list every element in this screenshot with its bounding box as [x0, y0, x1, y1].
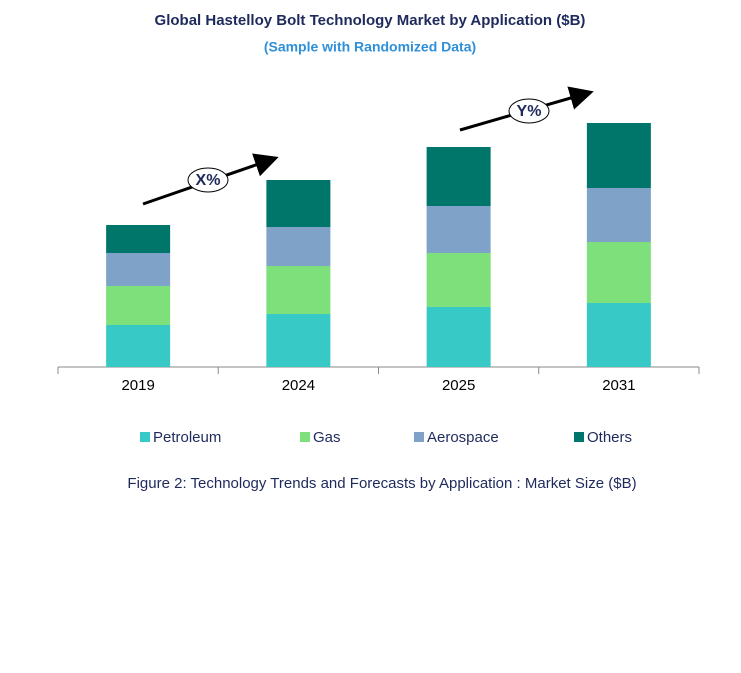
- bar-segment: [426, 206, 491, 253]
- legend-swatch: [140, 432, 150, 442]
- bar-segment: [106, 286, 171, 325]
- bar-segment: [266, 314, 331, 367]
- legend-label: Gas: [313, 429, 341, 446]
- chart-subtitle: (Sample with Randomized Data): [264, 39, 476, 55]
- caption: Figure 2: Technology Trends and Forecast…: [127, 475, 636, 492]
- x-tick-label: 2019: [121, 377, 154, 394]
- legend-label: Others: [587, 429, 632, 446]
- legend-swatch: [300, 432, 310, 442]
- x-tick-label: 2025: [442, 377, 475, 394]
- bar-segment: [426, 147, 491, 206]
- legend-label: Petroleum: [153, 429, 221, 446]
- bar-segment: [266, 266, 331, 314]
- bar-segment: [586, 188, 651, 242]
- annotation-bubble: [508, 98, 550, 124]
- bar-segment: [106, 225, 171, 253]
- bar-segment: [586, 242, 651, 303]
- legend-swatch: [414, 432, 424, 442]
- bar-segment: [426, 253, 491, 307]
- bar-segment: [426, 307, 491, 367]
- annotation: Y%: [517, 103, 542, 120]
- bar-segment: [266, 180, 331, 227]
- bar-segment: [106, 325, 171, 367]
- annotation-bubble: [187, 167, 229, 193]
- legend-label: Aerospace: [427, 429, 499, 446]
- bar-segment: [266, 227, 331, 266]
- annotation: X%: [196, 172, 221, 189]
- chart-title: Global Hastelloy Bolt Technology Market …: [155, 12, 586, 29]
- x-tick-label: 2031: [602, 377, 635, 394]
- bar-segment: [106, 253, 171, 286]
- legend-swatch: [574, 432, 584, 442]
- bar-segment: [586, 123, 651, 188]
- bar-segment: [586, 303, 651, 367]
- x-tick-label: 2024: [282, 377, 315, 394]
